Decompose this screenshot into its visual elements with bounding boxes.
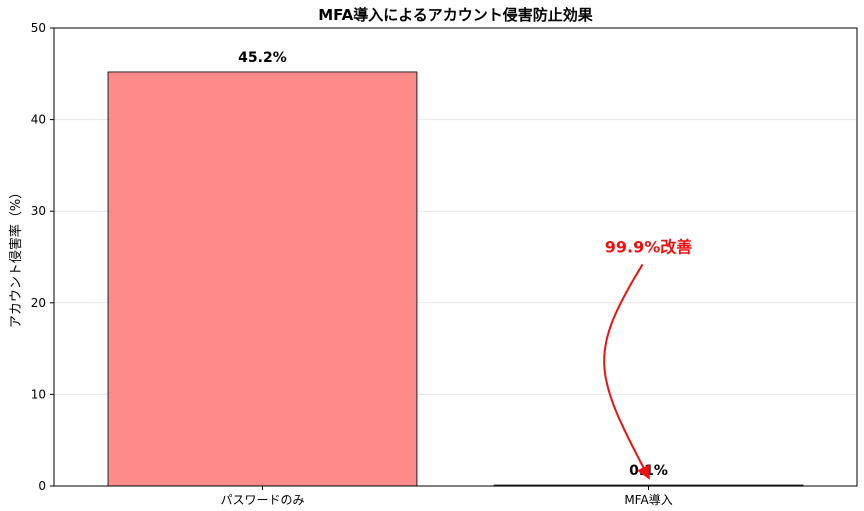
x-axis-ticks: パスワードのみ MFA導入	[220, 486, 673, 507]
y-tick-label: 40	[31, 113, 46, 127]
annotation-text: 99.9%改善	[605, 237, 693, 256]
y-tick-label: 0	[38, 479, 46, 493]
plot-area-frame	[53, 27, 858, 487]
y-tick-label: 30	[31, 204, 46, 218]
chart-title: MFA導入によるアカウント侵害防止効果	[318, 6, 594, 24]
bars	[107, 71, 804, 487]
x-tick-label: MFA導入	[624, 493, 672, 507]
y-tick-label: 20	[31, 296, 46, 310]
y-axis-label: アカウント侵害率（%）	[8, 186, 24, 328]
annotation-arrow	[603, 263, 650, 480]
bar-password-only	[107, 71, 418, 487]
y-tick-label: 10	[31, 387, 46, 401]
y-tick-label: 50	[31, 21, 46, 35]
x-tick-label: パスワードのみ	[220, 493, 304, 507]
y-axis-ticks: 0 10 20 30 40 50	[31, 21, 54, 493]
bar-value-label: 45.2%	[238, 50, 287, 66]
